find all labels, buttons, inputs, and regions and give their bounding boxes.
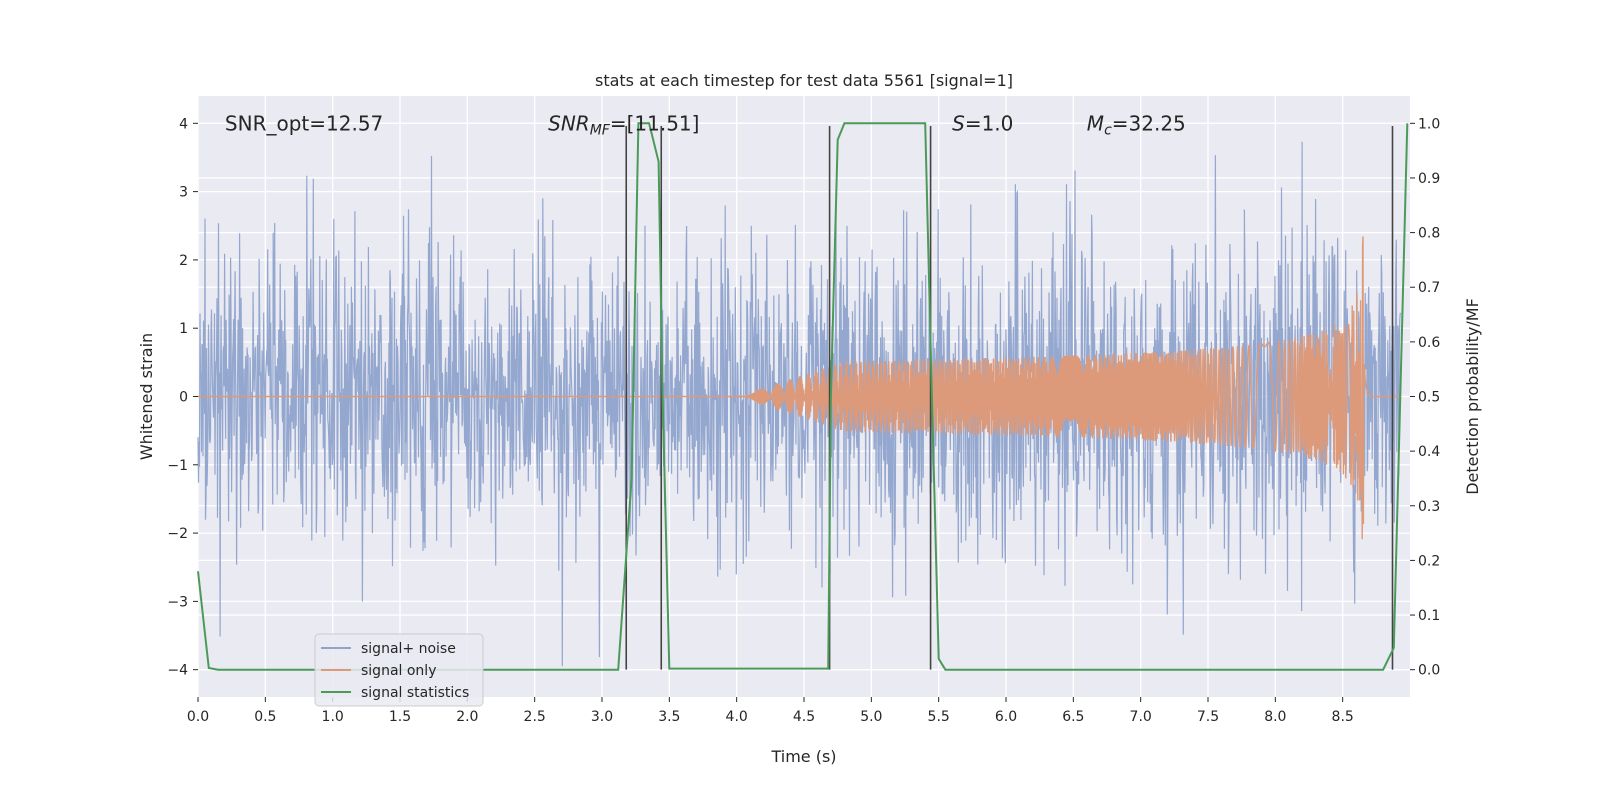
legend: signal+ noise signal only signal statistic… — [314, 633, 484, 707]
y-tick-label-right: 0.9 — [1418, 171, 1440, 187]
y-tick-label-left: 3 — [179, 185, 188, 201]
y-tick-label-right: 0.5 — [1418, 390, 1440, 406]
signal-only-line — [198, 236, 1401, 540]
legend-label: signal only — [361, 663, 436, 679]
y-tick-label-left: 1 — [179, 321, 188, 337]
x-tick-label: 2.0 — [456, 709, 478, 725]
y-tick-label-left: −1 — [167, 458, 188, 474]
x-tick-label: 5.5 — [928, 709, 950, 725]
x-tick-label: 4.5 — [793, 709, 815, 725]
y-tick-label-left: −3 — [167, 594, 188, 610]
y-tick-label-right: 0.2 — [1418, 553, 1440, 569]
annotation-mc: Mc=32.25 — [1087, 111, 1186, 138]
x-tick-label: 2.5 — [524, 709, 546, 725]
x-tick-label: 6.0 — [995, 709, 1017, 725]
x-axis-label: Time (s) — [770, 747, 836, 766]
legend-label: signal+ noise — [361, 641, 456, 657]
signal-statistics-line — [197, 122, 1409, 671]
x-tick-label: 1.0 — [322, 709, 344, 725]
legend-box — [314, 633, 484, 707]
signal-only-series — [198, 236, 1401, 540]
y-tick-label-right: 0.4 — [1418, 444, 1440, 460]
y-tick-label-left: 2 — [179, 253, 188, 269]
x-tick-label: 4.0 — [726, 709, 748, 725]
legend-label: signal statistics — [361, 685, 469, 701]
x-tick-label: 5.0 — [860, 709, 882, 725]
y-axis-label-right: Detection probability/MF — [1463, 298, 1482, 495]
x-tick-label: 8.5 — [1332, 709, 1354, 725]
y-tick-label-right: 0.8 — [1418, 226, 1440, 242]
annotation-snr-mf: SNRMF=[11.51] — [548, 111, 699, 138]
chart-title: stats at each timestep for test data 556… — [595, 71, 1013, 90]
annotation-snr-opt: SNR_opt=12.57 — [225, 111, 383, 135]
y-tick-label-left: −2 — [167, 526, 188, 542]
y-tick-label-right: 0.3 — [1418, 499, 1440, 515]
x-tick-label: 3.0 — [591, 709, 613, 725]
annotation-s: S=1.0 — [952, 111, 1013, 135]
y-axis-label-left: Whitened strain — [137, 333, 156, 460]
x-tick-label: 7.0 — [1130, 709, 1152, 725]
y-tick-label-right: 0.0 — [1418, 663, 1440, 679]
axis-ticks: 0.0 0.5 1.0 1.5 2.0 2.5 3.0 3.5 4.0 4.5 5.0 5.5 6.0 6… — [167, 116, 1440, 725]
signal-statistics-series — [197, 122, 1409, 671]
y-tick-label-left: −4 — [167, 663, 188, 679]
x-tick-label: 6.5 — [1062, 709, 1084, 725]
y-tick-label-left: 4 — [179, 116, 188, 132]
y-tick-label-right: 0.1 — [1418, 608, 1440, 624]
y-tick-label-right: 0.6 — [1418, 335, 1440, 351]
x-tick-label: 8.0 — [1264, 709, 1286, 725]
y-tick-label-right: 1.0 — [1418, 116, 1440, 132]
x-tick-label: 7.5 — [1197, 709, 1219, 725]
y-tick-label-right: 0.7 — [1418, 280, 1440, 296]
x-tick-label: 0.0 — [187, 709, 209, 725]
x-tick-label: 3.5 — [658, 709, 680, 725]
y-tick-label-left: 0 — [179, 390, 188, 406]
x-tick-label: 1.5 — [389, 709, 411, 725]
x-tick-label: 0.5 — [254, 709, 276, 725]
